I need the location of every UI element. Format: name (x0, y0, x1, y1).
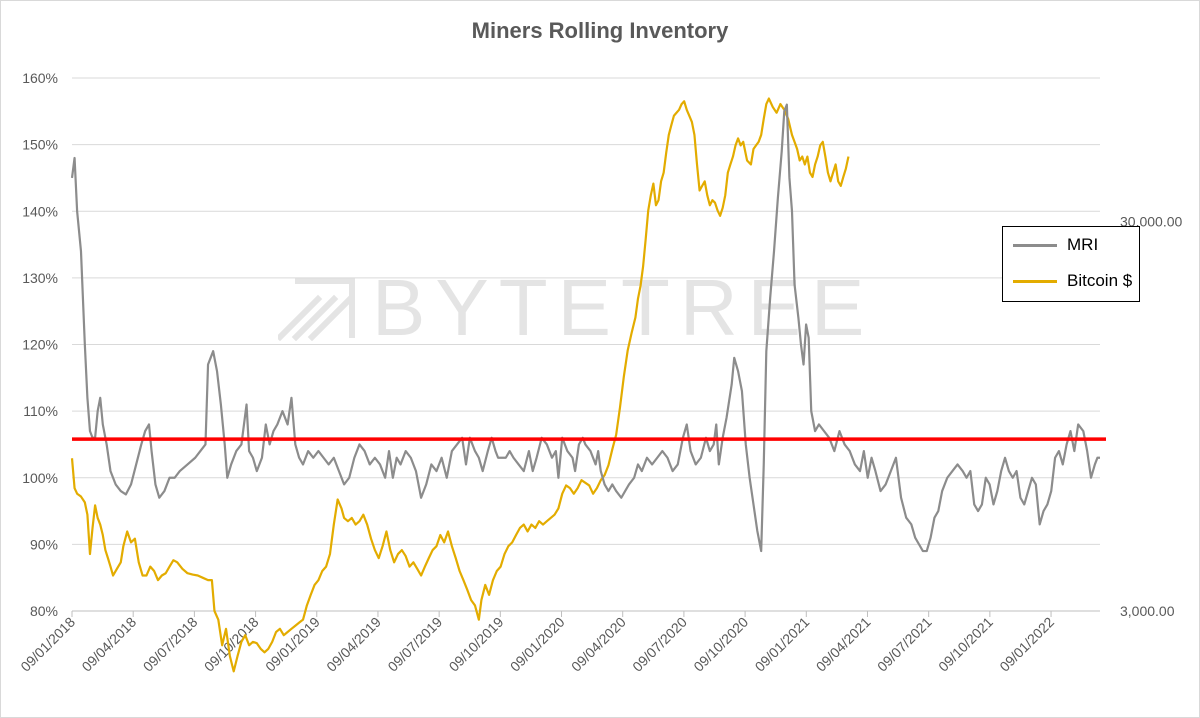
x-tick-label: 09/01/2018 (17, 614, 78, 675)
y-tick-label: 90% (30, 536, 58, 552)
series-lines (70, 97, 1100, 673)
legend-swatch-mri (1013, 243, 1057, 247)
series-line-bitcoin (70, 97, 850, 673)
x-tick-label: 09/07/2020 (629, 614, 690, 675)
gridlines (72, 77, 1100, 545)
bytetree-watermark: BYTETREE (278, 263, 875, 352)
x-tick-label: 09/07/2021 (874, 614, 935, 675)
chart-title: Miners Rolling Inventory (471, 18, 729, 43)
y-right-tick-label: 30,000.00 (1120, 213, 1182, 229)
y-tick-label: 80% (30, 603, 58, 619)
x-tick-label: 09/04/2018 (78, 614, 139, 675)
x-tick-label: 09/01/2022 (996, 614, 1057, 675)
series-line-mri (70, 103, 1100, 553)
legend-label-bitcoin: Bitcoin $ (1067, 271, 1133, 290)
x-tick-label: 09/04/2021 (813, 614, 874, 675)
x-tick-label: 09/07/2019 (384, 614, 445, 675)
y-tick-label: 130% (22, 270, 58, 286)
x-tick-label: 09/04/2019 (323, 614, 384, 675)
axes: 80% 90% 100% 110% 120% 130% 140% 150% 160% 09/01/… (17, 70, 1182, 675)
x-tick-label: 09/10/2019 (446, 614, 507, 675)
legend-label-mri: MRI (1067, 235, 1099, 254)
x-tick-label: 09/01/2020 (507, 614, 568, 675)
y-tick-label: 100% (22, 470, 58, 486)
legend: MRI Bitcoin $ (1002, 226, 1140, 302)
y-tick-label: 160% (22, 70, 58, 86)
bytetree-logo-icon (278, 278, 355, 341)
legend-item-bitcoin: Bitcoin $ (1013, 271, 1132, 291)
legend-item-mri: MRI (1013, 235, 1098, 255)
x-tick-label: 09/01/2021 (752, 614, 813, 675)
y-tick-label: 150% (22, 137, 58, 153)
y-tick-label: 140% (22, 203, 58, 219)
legend-swatch-bitcoin (1013, 279, 1057, 283)
x-tick-label: 09/07/2018 (140, 614, 201, 675)
y-right-tick-label: 3,000.00 (1120, 603, 1175, 619)
watermark-text: BYTETREE (372, 263, 875, 352)
x-tick-label: 09/10/2020 (690, 614, 751, 675)
y-tick-label: 120% (22, 337, 58, 353)
y-tick-label: 110% (23, 403, 58, 419)
x-tick-label: 09/10/2021 (935, 614, 996, 675)
x-tick-label: 09/04/2020 (568, 614, 629, 675)
